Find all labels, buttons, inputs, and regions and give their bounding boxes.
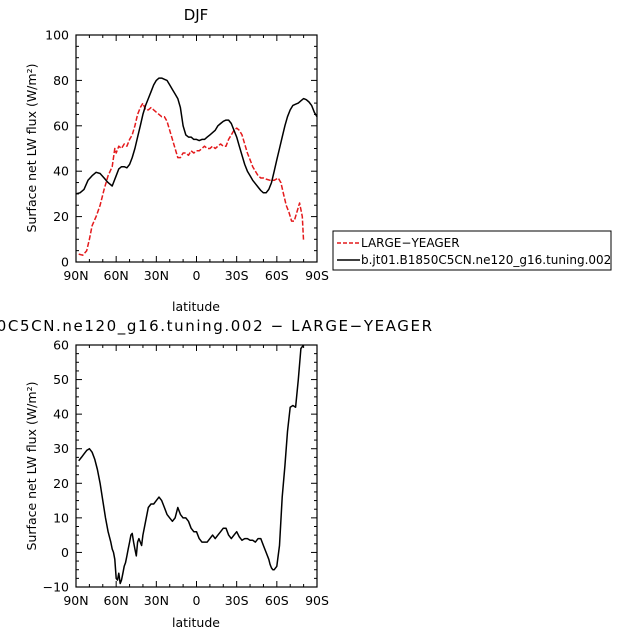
- y-tick-label: 40: [53, 164, 69, 179]
- legend-label-tuning: b.jt01.B1850C5CN.ne120_g16.tuning.002: [361, 253, 611, 267]
- x-tick-label: 90N: [63, 268, 88, 283]
- y-tick-label: 30: [53, 441, 69, 456]
- x-tick-label: 0: [193, 268, 201, 283]
- top-ylabel: Surface net LW flux (W/m²): [24, 64, 39, 233]
- bottom-ylabel: Surface net LW flux (W/m²): [24, 382, 39, 551]
- y-tick-label: 20: [53, 209, 69, 224]
- top-series-lines: [75, 77, 318, 256]
- x-tick-label: 60S: [265, 593, 289, 608]
- top-title: DJF: [184, 6, 209, 24]
- y-tick-label: 20: [53, 476, 69, 491]
- x-tick-label: 30N: [144, 593, 169, 608]
- bottom-title: b.jt01.B1850C5CN.ne120_g16.tuning.002 − …: [0, 317, 432, 336]
- top-tick-labels: 90N 60N 30N 0 30S 60S 90S 0 20 40 60 80 100: [45, 28, 329, 284]
- y-tick-label: 50: [53, 372, 69, 387]
- x-tick-label: 30N: [144, 268, 169, 283]
- top-xlabel: latitude: [172, 299, 220, 314]
- bottom-tick-labels: 90N 60N 30N 0 30S 60S 90S −10 0 10 20 30 40 50 60: [43, 338, 329, 609]
- legend-label-large-yeager: LARGE−YEAGER: [361, 236, 460, 250]
- bottom-plot-frame: [75, 344, 318, 588]
- x-tick-label: 60S: [265, 268, 289, 283]
- x-tick-label: 90N: [63, 593, 88, 608]
- bottom-xlabel: latitude: [172, 615, 220, 630]
- x-tick-label: 90S: [305, 268, 329, 283]
- legend-box: [332, 230, 612, 271]
- y-tick-label: 40: [53, 407, 69, 422]
- top-series-line-1: [75, 77, 318, 195]
- y-tick-label: 0: [61, 255, 69, 270]
- y-tick-label: 80: [53, 73, 69, 88]
- legend: LARGE−YEAGER b.jt01.B1850C5CN.ne120_g16.…: [332, 230, 612, 271]
- x-tick-label: 30S: [225, 593, 249, 608]
- x-tick-label: 30S: [225, 268, 249, 283]
- top-plot-frame: [75, 34, 318, 263]
- y-tick-label: 60: [53, 338, 69, 353]
- x-tick-label: 0: [193, 593, 201, 608]
- top-series-line-0: [78, 102, 305, 256]
- y-tick-label: 10: [53, 510, 69, 525]
- bottom-series-lines: [78, 344, 305, 585]
- x-tick-label: 60N: [104, 593, 129, 608]
- bottom-series-line-0: [78, 344, 305, 585]
- y-tick-label: 100: [45, 28, 69, 43]
- top-tick-marks: [75, 34, 318, 263]
- y-tick-label: −10: [43, 580, 69, 595]
- panel-bottom: b.jt01.B1850C5CN.ne120_g16.tuning.002 − …: [0, 317, 432, 630]
- x-tick-label: 60N: [104, 268, 129, 283]
- panel-top: DJF 90N 60N 30N 0 30S 60S 90S 0 20 40 60 80 100 Surf…: [24, 6, 329, 314]
- y-tick-label: 60: [53, 118, 69, 133]
- x-tick-label: 90S: [305, 593, 329, 608]
- y-tick-label: 0: [61, 545, 69, 560]
